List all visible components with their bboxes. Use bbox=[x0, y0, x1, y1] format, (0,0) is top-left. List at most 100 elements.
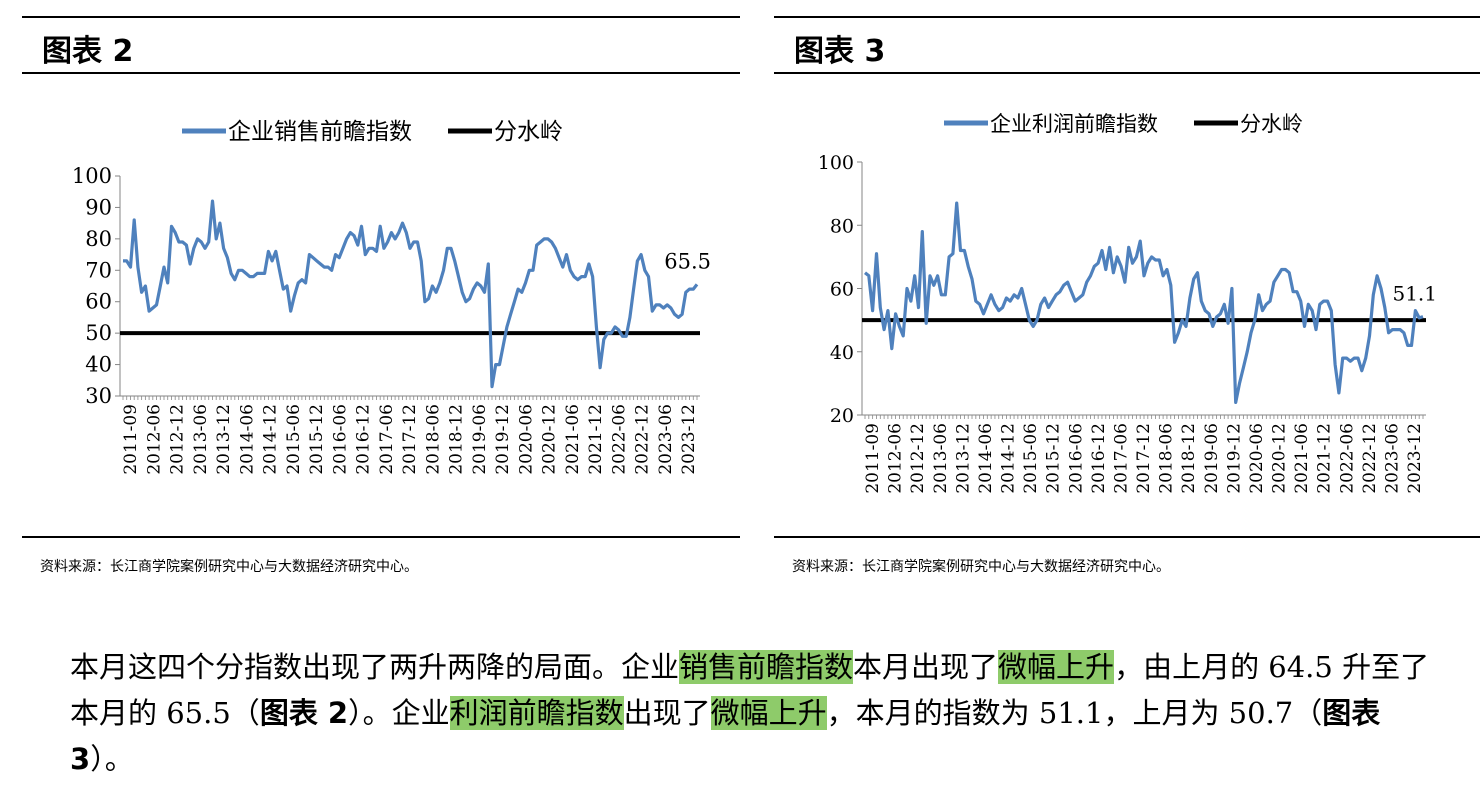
x-tick-label: 2022-06 bbox=[1337, 423, 1357, 494]
y-tick-label: 80 bbox=[830, 215, 854, 237]
series-line bbox=[123, 199, 699, 389]
x-tick-label: 2022-06 bbox=[609, 404, 629, 475]
x-tick-label: 2021-12 bbox=[586, 404, 606, 475]
x-tick-label: 2019-06 bbox=[470, 404, 490, 475]
x-tick-label: 2016-12 bbox=[354, 404, 374, 475]
data-label: 65.5 bbox=[664, 249, 711, 273]
x-tick-label: 2019-06 bbox=[1202, 423, 1222, 494]
legend-label: 分水岭 bbox=[494, 119, 563, 145]
x-tick-label: 2023-12 bbox=[679, 404, 699, 475]
title-rule bbox=[22, 72, 740, 74]
x-tick-label: 2013-12 bbox=[953, 423, 973, 494]
text: 升至了本月的 bbox=[70, 650, 1430, 730]
y-tick-label: 40 bbox=[85, 353, 112, 377]
x-tick-label: 2020-06 bbox=[516, 404, 536, 475]
y-tick-label: 50 bbox=[85, 321, 112, 345]
x-tick-label: 2013-06 bbox=[191, 404, 211, 475]
text: 出现了 bbox=[623, 696, 711, 730]
y-tick-label: 20 bbox=[830, 405, 854, 427]
x-tick-label: 2017-06 bbox=[1111, 423, 1131, 494]
title-rule bbox=[774, 72, 1480, 74]
legend-label: 企业利润前瞻指数 bbox=[990, 112, 1158, 136]
y-tick-label: 80 bbox=[85, 227, 112, 251]
x-tick-label: 2020-12 bbox=[1270, 423, 1290, 494]
sales-forecast-chart: 企业销售前瞻指数 分水岭 30 40 50 60 70 80 90 100 2011-09 2012-… bbox=[72, 119, 711, 475]
x-tick-label: 2014-06 bbox=[237, 404, 257, 475]
text: ，由上月的 bbox=[1114, 650, 1269, 684]
highlight: 销售前瞻指数 bbox=[679, 650, 854, 684]
text: ，本月的指数为 bbox=[826, 696, 1039, 730]
y-tick-label: 60 bbox=[830, 279, 854, 301]
x-tick-label: 2023-06 bbox=[656, 404, 676, 475]
x-tick-label: 2014-12 bbox=[999, 423, 1019, 494]
x-tick-label: 2011-09 bbox=[863, 423, 883, 494]
x-tick-label: 2014-12 bbox=[261, 404, 281, 475]
y-tick-label: 60 bbox=[85, 290, 112, 314]
bottom-rule bbox=[22, 536, 740, 538]
text: ，上月为 bbox=[1103, 696, 1229, 730]
data-label: 51.1 bbox=[1392, 282, 1437, 306]
x-tick-label: 2012-06 bbox=[144, 404, 164, 475]
x-tick-label: 2016-06 bbox=[1066, 423, 1086, 494]
x-tick-label: 2021-12 bbox=[1315, 423, 1335, 494]
highlight: 微幅上升 bbox=[710, 696, 827, 730]
highlight: 利润前瞻指数 bbox=[449, 696, 624, 730]
x-tick-label: 2015-06 bbox=[284, 404, 304, 475]
text: ）。企业 bbox=[348, 696, 450, 730]
x-tick-label: 2020-06 bbox=[1247, 423, 1267, 494]
y-tick-label: 30 bbox=[85, 384, 112, 408]
top-rule bbox=[22, 16, 740, 18]
y-tick-label: 100 bbox=[818, 152, 854, 174]
number: 51.1 bbox=[1038, 696, 1104, 730]
number: 50.7 bbox=[1228, 696, 1294, 730]
y-tick-label: 40 bbox=[830, 342, 854, 364]
x-tick-label: 2018-12 bbox=[447, 404, 467, 475]
legend-label: 分水岭 bbox=[1240, 112, 1303, 136]
figure-title: 图表 3 bbox=[794, 34, 886, 69]
x-tick-label: 2015-12 bbox=[1044, 423, 1064, 494]
x-tick-label: 2022-12 bbox=[633, 404, 653, 475]
x-tick-label: 2019-12 bbox=[493, 404, 513, 475]
x-tick-label: 2016-12 bbox=[1089, 423, 1109, 494]
y-tick-label: 90 bbox=[85, 195, 112, 219]
x-tick-label: 2017-12 bbox=[1134, 423, 1154, 494]
x-tick-label: 2018-12 bbox=[1179, 423, 1199, 494]
number: 65.5 bbox=[166, 696, 231, 730]
legend-label: 企业销售前瞻指数 bbox=[228, 119, 412, 145]
x-tick-label: 2020-12 bbox=[540, 404, 560, 475]
chart-legend: 企业利润前瞻指数 分水岭 bbox=[944, 112, 1303, 136]
x-tick-label: 2023-06 bbox=[1382, 423, 1402, 494]
highlight: 微幅上升 bbox=[998, 650, 1115, 684]
text: （ bbox=[230, 696, 260, 730]
x-tick-label: 2018-06 bbox=[1157, 423, 1177, 494]
y-tick-label: 100 bbox=[72, 164, 112, 188]
x-tick-label: 2019-12 bbox=[1224, 423, 1244, 494]
chart-legend: 企业销售前瞻指数 分水岭 bbox=[182, 119, 563, 145]
x-tick-label: 2015-12 bbox=[307, 404, 327, 475]
x-tick-label: 2015-06 bbox=[1021, 423, 1041, 494]
text: （ bbox=[1293, 696, 1323, 730]
source-note: 资料来源：长江商学院案例研究中心与大数据经济研究中心。 bbox=[40, 559, 418, 575]
x-tick-label: 2012-06 bbox=[886, 423, 906, 494]
text: 本月这四个分指数出现了两升两降的局面。企业 bbox=[70, 650, 680, 684]
x-tick-label: 2022-12 bbox=[1360, 423, 1380, 494]
bottom-rule bbox=[774, 536, 1480, 538]
x-tick-label: 2018-06 bbox=[423, 404, 443, 475]
number: 64.5 bbox=[1268, 650, 1333, 684]
x-tick-label: 2014-06 bbox=[976, 423, 996, 494]
y-tick-label: 70 bbox=[85, 258, 112, 282]
series-line bbox=[863, 201, 1424, 404]
figure-ref: 图表 2 bbox=[259, 696, 349, 730]
source-note: 资料来源：长江商学院案例研究中心与大数据经济研究中心。 bbox=[792, 559, 1170, 575]
x-tick-label: 2017-12 bbox=[400, 404, 420, 475]
x-tick-label: 2013-12 bbox=[214, 404, 234, 475]
figure-3-panel: 图表 3 企业利润前瞻指数 分水岭 20 40 60 80 100 2011-09 2012-0… bbox=[774, 0, 1480, 600]
x-tick-label: 2011-09 bbox=[121, 404, 141, 475]
text: ）。 bbox=[90, 742, 134, 776]
x-tick-label: 2021-06 bbox=[563, 404, 583, 475]
x-tick-label: 2013-06 bbox=[931, 423, 951, 494]
x-tick-label: 2021-06 bbox=[1292, 423, 1312, 494]
summary-paragraph: 本月这四个分指数出现了两升两降的局面。企业销售前瞻指数本月出现了微幅上升，由上月… bbox=[70, 644, 1450, 782]
figure-ref: 图表 3 bbox=[70, 696, 1381, 776]
x-tick-label: 2016-06 bbox=[330, 404, 350, 475]
